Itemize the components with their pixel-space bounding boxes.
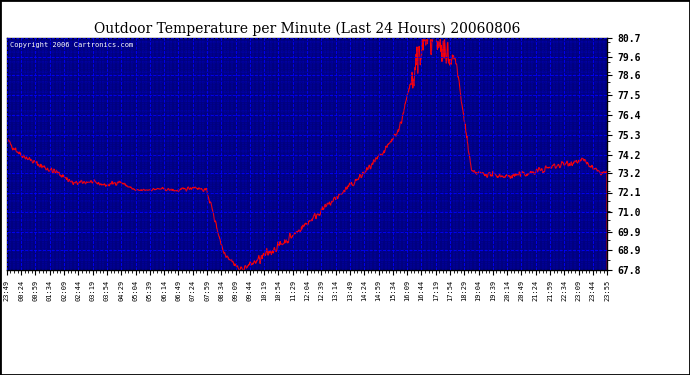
Text: Copyright 2006 Cartronics.com: Copyright 2006 Cartronics.com — [10, 42, 133, 48]
Title: Outdoor Temperature per Minute (Last 24 Hours) 20060806: Outdoor Temperature per Minute (Last 24 … — [94, 22, 520, 36]
